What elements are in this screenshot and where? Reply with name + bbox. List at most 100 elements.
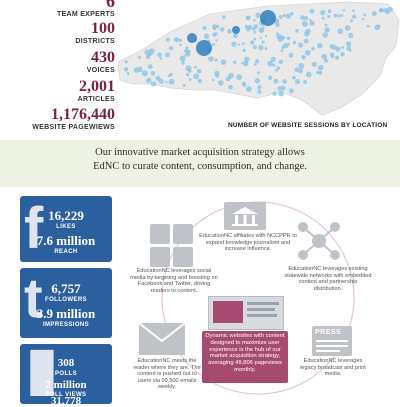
session-dot: [333, 13, 338, 18]
session-dot: [301, 55, 306, 60]
session-dot: [300, 15, 305, 21]
session-dot: [305, 28, 311, 34]
session-dot: [246, 15, 251, 21]
session-dot: [133, 67, 140, 73]
facebook-reach-value: 7.6 million: [36, 233, 96, 248]
email-text: EducationNC meets the reader where they …: [133, 358, 201, 391]
session-dot: [150, 70, 156, 76]
twitter-card: [20, 268, 112, 338]
session-dot: [146, 55, 150, 60]
facebook-small-icon: [150, 224, 170, 244]
session-dot: [337, 28, 344, 35]
networks-text: EducationNC leverages existing statewide…: [284, 266, 372, 292]
session-dot: [244, 56, 250, 63]
session-dot: [183, 54, 186, 57]
session-dot: [254, 59, 260, 64]
session-dot: [287, 42, 291, 46]
session-dot: [259, 28, 263, 32]
session-dot: [246, 86, 252, 92]
session-dot: [150, 81, 157, 87]
session-dot: [254, 78, 260, 84]
session-dot: [276, 20, 279, 23]
session-dot: [283, 42, 289, 49]
session-dot: [237, 43, 241, 46]
session-dot: [270, 56, 276, 62]
stat-value-team-experts: 6: [106, 0, 115, 11]
session-dot: [311, 46, 315, 51]
session-dot: [341, 46, 345, 49]
strategy-statement: Our innovative market acquisition strate…: [0, 146, 400, 174]
session-dot: [184, 50, 190, 55]
session-dot: [186, 73, 190, 77]
session-dot: [337, 14, 341, 18]
session-dot: [321, 53, 328, 60]
session-dot: [324, 58, 329, 63]
session-dot: [242, 48, 246, 53]
session-dot: [292, 75, 296, 80]
session-dot: [169, 72, 173, 77]
session-dot: [321, 17, 325, 20]
googleplus-small-icon: [173, 224, 193, 244]
session-dot: [227, 28, 232, 34]
session-dot: [137, 55, 141, 59]
polls-label: POLLS: [54, 371, 77, 377]
session-dot: [126, 72, 130, 75]
session-dot: [278, 14, 283, 20]
session-dot: [186, 54, 189, 57]
poll-icon: ▮: [26, 336, 58, 401]
session-dot: [309, 19, 312, 22]
session-dot: [309, 20, 315, 26]
press-line: [316, 345, 348, 347]
session-dot: [165, 52, 170, 58]
session-dot: [311, 61, 317, 67]
email-icon: [138, 322, 186, 355]
session-dot: [285, 13, 291, 19]
poll-views-label: POLL VIEWS: [45, 392, 87, 398]
session-dot: [275, 68, 278, 72]
session-dot: [219, 27, 225, 32]
session-dot: [203, 33, 210, 39]
building-icon-box: [224, 202, 266, 230]
facebook-card: [20, 196, 112, 262]
session-dot: [363, 13, 366, 17]
website-hero-image: [213, 301, 243, 323]
session-dot: [280, 49, 284, 53]
session-dot: [346, 41, 352, 47]
session-dot: [340, 14, 344, 17]
session-dot: [141, 70, 148, 77]
session-dot: [295, 29, 299, 33]
network-icon: [298, 222, 340, 260]
facebook-icon: f: [24, 196, 44, 261]
session-dot: [257, 85, 262, 90]
session-dot: [157, 52, 163, 58]
facebook-reach-label: REACH: [54, 249, 78, 255]
session-dot: [188, 78, 192, 81]
website-text-line: [247, 308, 275, 311]
session-dot: [318, 71, 323, 75]
session-dot: [212, 78, 215, 82]
twitter-impressions-value: 3.9 million: [36, 306, 96, 321]
session-dot: [228, 84, 233, 90]
session-dot: [214, 70, 220, 76]
social-media-text: EducationNC leverages social media by ta…: [130, 268, 218, 294]
session-dot: [304, 49, 311, 56]
session-dot: [267, 60, 274, 67]
session-dot: [257, 89, 262, 94]
session-dot: [264, 35, 267, 38]
session-dot: [148, 52, 153, 56]
map-caption: NUMBER OF WEBSITE SESSIONS BY LOCATION: [228, 122, 388, 129]
session-dot: [378, 8, 384, 13]
session-dot: [194, 65, 197, 69]
session-dot: [182, 84, 186, 87]
session-dot: [280, 85, 286, 91]
session-dot: [236, 74, 242, 80]
session-dot: [295, 78, 301, 85]
session-dot: [366, 24, 370, 28]
session-dot: [124, 68, 128, 72]
session-dot: [344, 25, 351, 31]
session-dot: [292, 40, 297, 45]
session-dot: [272, 63, 276, 67]
strategy-line-1: Our innovative market acquisition strate…: [95, 147, 305, 158]
session-dot: [211, 43, 216, 47]
session-dot: [220, 59, 227, 65]
